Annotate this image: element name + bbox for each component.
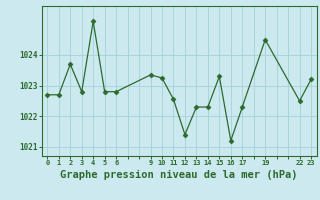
- X-axis label: Graphe pression niveau de la mer (hPa): Graphe pression niveau de la mer (hPa): [60, 170, 298, 180]
